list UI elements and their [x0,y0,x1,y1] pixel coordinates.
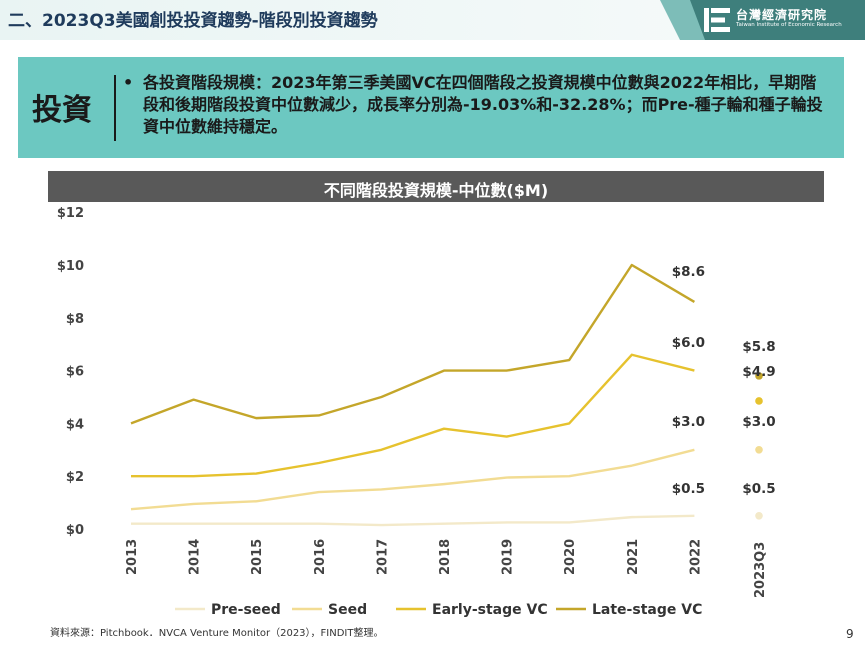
x-tick-label-q3: 2023Q3 [753,542,768,598]
tier-logo: 台灣經濟研究院 Taiwan Institute of Economic Res… [704,6,859,34]
legend-label: Seed [328,602,367,618]
q3-point-pre-seed [755,512,763,520]
y-tick-label: $12 [57,206,84,221]
slide-header: 二、2023Q3美國創投投資趨勢-階段別投資趨勢 台灣經濟研究院 Taiwan … [0,0,865,40]
data-label-2022: $0.5 [672,481,705,497]
x-tick-label: 2014 [188,539,203,575]
legend-label: Late-stage VC [592,602,702,618]
x-tick-label: 2018 [438,539,453,575]
series-line-late-stage-vc [130,263,696,425]
y-tick-label: $6 [66,365,84,380]
y-tick-label: $8 [66,312,84,327]
series-line-seed [130,448,695,511]
chart-title-bar: 不同階段投資規模-中位數($M) [48,171,824,202]
legend-label: Early-stage VC [432,602,548,618]
data-label-2022: $6.0 [672,335,705,351]
y-tick-label: $10 [57,259,84,274]
summary-body: 各投資階段規模：2023年第三季美國VC在四個階段之投資規模中位數與2022年相… [143,73,823,136]
series-line-pre-seed [131,514,695,527]
chart-title: 不同階段投資規模-中位數($M) [323,181,549,200]
source-note: 資料來源：Pitchbook．NVCA Venture Monitor（2023… [50,628,384,639]
y-tick-label: $0 [66,523,84,538]
tier-logo-icon [704,8,730,32]
q3-point-seed [755,446,763,454]
data-label-2022: $3.0 [672,414,705,430]
data-label-q3: $0.5 [742,481,775,497]
series-line-early-stage-vc [131,353,695,478]
data-label-2022: $8.6 [672,264,705,280]
summary-divider [114,75,116,141]
q3-point-early-stage-vc [755,397,763,405]
summary-text: • 各投資階段規模：2023年第三季美國VC在四個階段之投資規模中位數與2022… [123,72,828,138]
x-tick-label: 2022 [688,539,703,575]
x-tick-label: 2017 [375,539,390,575]
x-tick-label: 2019 [501,539,516,575]
x-tick-label: 2016 [313,539,328,575]
x-tick-label: 2013 [125,539,140,575]
summary-box: 投資 • 各投資階段規模：2023年第三季美國VC在四個階段之投資規模中位數與2… [18,57,844,158]
data-label-q3: $3.0 [742,414,775,430]
page-number: 9 [846,627,854,641]
logo-name-cn: 台灣經濟研究院 [736,8,828,22]
y-tick-label: $4 [66,417,84,432]
data-label-q3: $5.8 [742,339,775,355]
logo-name-en: Taiwan Institute of Economic Research [736,22,842,28]
y-tick-label: $2 [66,470,84,485]
line-chart: $0 $2 $4 $6 $8 $10 $12 2013 2014 2015 2016 2017 2018… [57,206,776,618]
summary-keyword: 投資 [32,93,92,128]
x-tick-label: 2020 [563,539,578,575]
x-tick-label: 2021 [626,539,641,575]
q3-point-late-stage-vc [755,372,763,380]
bullet-icon: • [123,73,134,92]
legend-label: Pre-seed [211,602,281,618]
data-label-q3: $4.9 [742,364,775,380]
page-title: 二、2023Q3美國創投投資趨勢-階段別投資趨勢 [8,11,378,31]
x-tick-label: 2015 [250,539,265,575]
